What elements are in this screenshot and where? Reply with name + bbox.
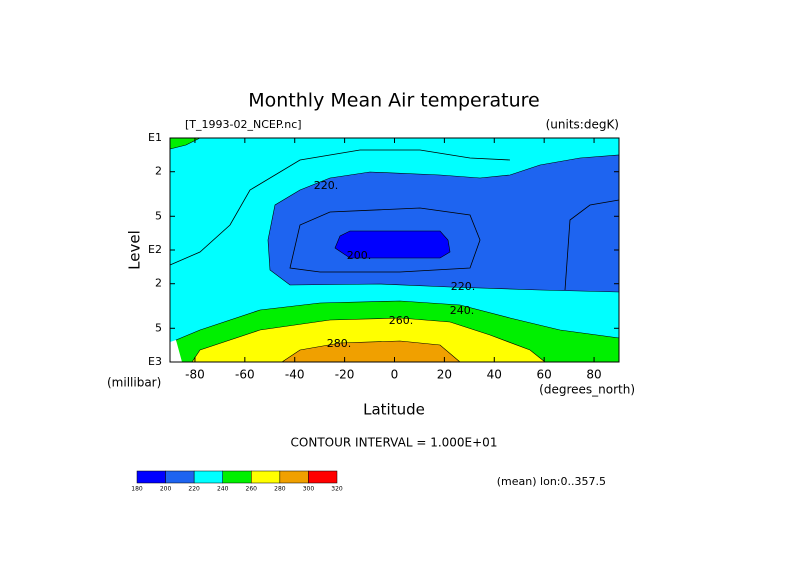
chart-title: Monthly Mean Air temperature xyxy=(248,90,539,112)
contour-label: 240. xyxy=(450,304,475,317)
x-tick-label: -60 xyxy=(235,368,255,382)
contour-line xyxy=(169,149,511,266)
colorbar-label: 200 xyxy=(160,486,172,493)
colorbar-swatch xyxy=(251,470,281,484)
x-tick-label: -80 xyxy=(185,368,205,382)
contour-line xyxy=(289,207,481,273)
colorbar-label: 220 xyxy=(188,486,200,493)
contour-fill xyxy=(334,230,451,259)
x-axis-label: Latitude xyxy=(363,401,425,419)
colorbar-label: 320 xyxy=(331,486,343,493)
y-axis-label: Level xyxy=(126,230,144,270)
x-tick-label: -40 xyxy=(285,368,305,382)
colorbar-label: 280 xyxy=(274,486,286,493)
colorbar-swatch xyxy=(193,470,223,484)
colorbar-swatch xyxy=(165,470,195,484)
y-tick-label: 2 xyxy=(155,277,162,290)
colorbar-label: 300 xyxy=(303,486,315,493)
x-tick-label: -20 xyxy=(335,368,355,382)
y-tick-label: 5 xyxy=(155,209,162,222)
colorbar-label: 180 xyxy=(131,486,143,493)
x-tick-label: 60 xyxy=(537,368,552,382)
y-unit-label: (millibar) xyxy=(107,376,161,390)
contour-line xyxy=(564,199,620,291)
subtitle-left: [T_1993-02_NCEP.nc] xyxy=(185,118,302,131)
y-tick-label: E3 xyxy=(148,355,162,368)
colorbar-swatch xyxy=(308,470,338,484)
y-tick-label: 2 xyxy=(155,165,162,178)
y-tick-label: E1 xyxy=(148,131,162,144)
x-tick-label: 20 xyxy=(437,368,452,382)
subtitle-right: (units:degK) xyxy=(546,118,619,132)
contour-fill xyxy=(191,317,546,363)
contour-label: 220. xyxy=(314,179,339,192)
x-tick-label: 0 xyxy=(391,368,399,382)
y-tick-label: 5 xyxy=(155,321,162,334)
y-tick-label: E2 xyxy=(148,243,162,256)
contour-interval-note: CONTOUR INTERVAL = 1.000E+01 xyxy=(291,436,498,450)
colorbar-swatch xyxy=(222,470,252,484)
contour-label: 280. xyxy=(327,337,352,350)
colorbar-label: 240 xyxy=(217,486,229,493)
colorbar-label: 260 xyxy=(246,486,258,493)
colorbar-swatch xyxy=(136,470,166,484)
missing-area xyxy=(170,340,182,362)
x-tick-label: 80 xyxy=(586,368,601,382)
colorbar-swatch xyxy=(279,470,309,484)
x-unit-label: (degrees_north) xyxy=(539,383,635,397)
footer-note: (mean) lon:0..357.5 xyxy=(497,475,606,488)
contour-label: 200. xyxy=(347,249,372,262)
contour-label: 260. xyxy=(389,314,414,327)
x-tick-label: 40 xyxy=(487,368,502,382)
contour-label: 220. xyxy=(451,280,476,293)
